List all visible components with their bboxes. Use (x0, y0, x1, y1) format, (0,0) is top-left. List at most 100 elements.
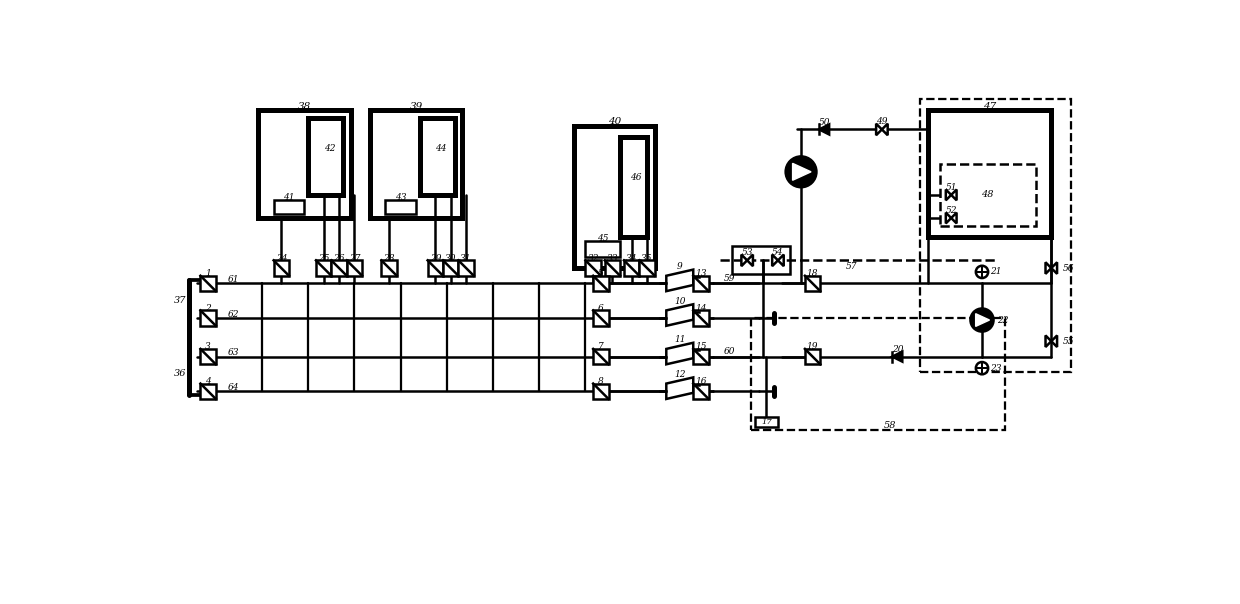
Bar (755, 417, 777, 428)
Polygon shape (666, 269, 693, 291)
Polygon shape (748, 254, 753, 266)
Text: 19: 19 (807, 342, 818, 351)
Polygon shape (976, 313, 990, 326)
Bar (201, 349, 216, 364)
Text: 34: 34 (626, 254, 637, 263)
Text: 11: 11 (675, 335, 686, 344)
Text: 35: 35 (641, 254, 652, 263)
Bar (593, 384, 609, 399)
Text: 18: 18 (807, 269, 818, 278)
Text: 15: 15 (696, 342, 707, 351)
Text: 31: 31 (460, 254, 472, 263)
Text: 28: 28 (383, 254, 394, 263)
Text: 56: 56 (1063, 263, 1074, 272)
Bar (585, 241, 620, 257)
Polygon shape (773, 254, 777, 266)
Text: 60: 60 (724, 347, 735, 356)
Polygon shape (742, 254, 748, 266)
Text: 41: 41 (283, 193, 295, 202)
Circle shape (976, 362, 988, 374)
Text: 23: 23 (991, 364, 1002, 373)
Polygon shape (1052, 262, 1056, 274)
Polygon shape (946, 213, 951, 223)
Text: 42: 42 (324, 144, 335, 153)
Circle shape (971, 309, 993, 332)
Text: 46: 46 (630, 173, 641, 182)
Text: 64: 64 (227, 383, 239, 392)
Text: 17: 17 (761, 418, 771, 426)
Text: 1: 1 (206, 269, 211, 278)
Bar (605, 260, 620, 276)
Text: 47: 47 (983, 102, 996, 111)
Bar (620, 137, 647, 237)
Text: 63: 63 (227, 349, 239, 357)
Text: 26: 26 (334, 254, 345, 263)
Text: 7: 7 (598, 342, 604, 351)
Bar (459, 260, 474, 276)
Text: 51: 51 (945, 182, 957, 191)
Text: 48: 48 (982, 190, 994, 199)
Text: 54: 54 (773, 248, 784, 257)
Text: 59: 59 (724, 274, 735, 283)
Text: 55: 55 (1063, 336, 1074, 345)
Text: 29: 29 (429, 254, 441, 263)
Polygon shape (777, 254, 784, 266)
Bar (382, 260, 397, 276)
Text: 6: 6 (598, 304, 604, 313)
Text: 13: 13 (696, 269, 707, 278)
Polygon shape (951, 190, 956, 201)
Text: 27: 27 (348, 254, 360, 263)
Bar (347, 260, 362, 276)
Bar (585, 260, 601, 276)
Text: 36: 36 (174, 370, 186, 379)
Bar (693, 349, 708, 364)
Text: 4: 4 (206, 377, 211, 386)
Text: 40: 40 (608, 117, 621, 126)
Bar (928, 110, 1052, 237)
Text: 49: 49 (877, 117, 888, 126)
Bar (940, 164, 1035, 226)
Bar (386, 201, 417, 214)
Bar (693, 384, 708, 399)
Bar (574, 126, 655, 268)
Bar (920, 98, 1070, 372)
Bar (274, 260, 289, 276)
Text: 62: 62 (227, 310, 239, 319)
Polygon shape (1045, 335, 1052, 347)
Bar (443, 260, 459, 276)
Polygon shape (877, 124, 882, 135)
Circle shape (786, 156, 816, 187)
Text: 38: 38 (298, 102, 311, 111)
Bar (201, 384, 216, 399)
Text: 16: 16 (696, 377, 707, 386)
Polygon shape (820, 124, 830, 135)
Text: 3: 3 (206, 342, 211, 351)
Text: 43: 43 (394, 193, 407, 202)
Text: 61: 61 (227, 275, 239, 284)
Text: 22: 22 (997, 315, 1008, 324)
Text: 52: 52 (945, 206, 957, 215)
Text: 24: 24 (275, 254, 286, 263)
Polygon shape (1045, 262, 1052, 274)
Bar (258, 110, 351, 218)
Polygon shape (1052, 335, 1056, 347)
Bar (624, 260, 640, 276)
Circle shape (976, 266, 988, 278)
Polygon shape (893, 352, 903, 362)
Bar (428, 260, 443, 276)
Text: 33: 33 (606, 254, 619, 263)
Text: 32: 32 (588, 254, 599, 263)
Text: 37: 37 (174, 297, 186, 305)
Bar (309, 118, 343, 195)
Bar (201, 276, 216, 291)
Polygon shape (882, 124, 888, 135)
Bar (274, 201, 304, 214)
Bar (693, 310, 708, 326)
Text: 25: 25 (317, 254, 330, 263)
Bar (805, 349, 821, 364)
Text: 10: 10 (675, 297, 686, 306)
Text: 44: 44 (435, 144, 446, 153)
Bar (732, 246, 790, 274)
Bar (593, 349, 609, 364)
Text: 12: 12 (675, 370, 686, 379)
